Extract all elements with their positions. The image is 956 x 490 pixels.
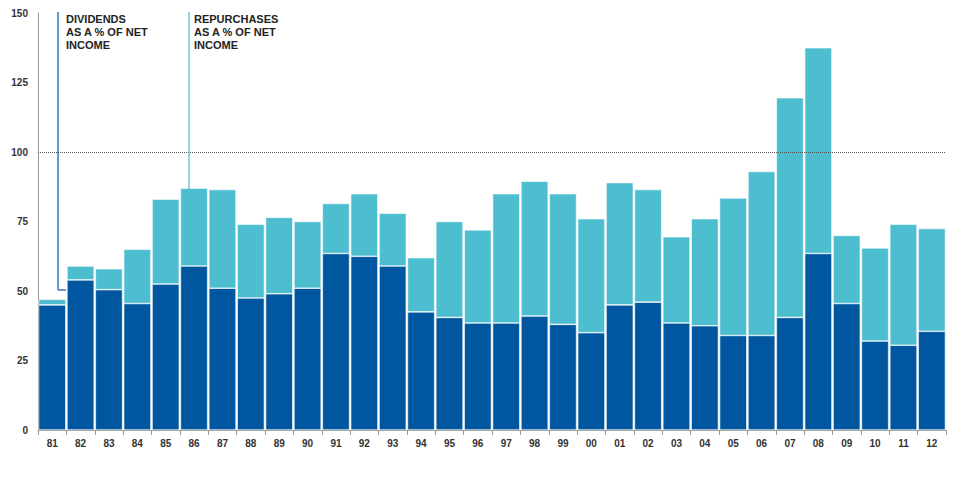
svg-text:98: 98 (529, 438, 541, 449)
svg-text:82: 82 (75, 438, 87, 449)
svg-text:12: 12 (926, 438, 938, 449)
svg-text:150: 150 (11, 8, 28, 19)
svg-text:DIVIDENDS: DIVIDENDS (66, 13, 126, 25)
svg-text:11: 11 (898, 438, 909, 449)
svg-text:01: 01 (614, 438, 626, 449)
svg-text:99: 99 (557, 438, 569, 449)
svg-text:81: 81 (47, 438, 59, 449)
svg-text:0: 0 (22, 425, 28, 436)
svg-text:90: 90 (302, 438, 314, 449)
svg-text:92: 92 (359, 438, 371, 449)
svg-text:AS A % OF NET: AS A % OF NET (66, 26, 148, 38)
svg-text:50: 50 (17, 286, 29, 297)
svg-text:INCOME: INCOME (66, 39, 110, 51)
svg-text:125: 125 (11, 77, 28, 88)
svg-text:06: 06 (756, 438, 768, 449)
svg-text:97: 97 (501, 438, 513, 449)
svg-text:95: 95 (444, 438, 456, 449)
svg-text:INCOME: INCOME (194, 39, 238, 51)
svg-text:88: 88 (245, 438, 257, 449)
svg-text:REPURCHASES: REPURCHASES (194, 13, 278, 25)
svg-text:05: 05 (728, 438, 740, 449)
svg-text:09: 09 (841, 438, 853, 449)
svg-text:08: 08 (813, 438, 825, 449)
svg-text:25: 25 (17, 355, 29, 366)
svg-text:87: 87 (217, 438, 229, 449)
svg-text:86: 86 (189, 438, 201, 449)
svg-text:91: 91 (330, 438, 342, 449)
svg-text:83: 83 (103, 438, 115, 449)
svg-text:75: 75 (17, 216, 29, 227)
svg-text:100: 100 (11, 147, 28, 158)
svg-text:00: 00 (586, 438, 598, 449)
svg-text:07: 07 (784, 438, 796, 449)
svg-text:04: 04 (699, 438, 711, 449)
svg-text:93: 93 (387, 438, 399, 449)
svg-text:85: 85 (160, 438, 172, 449)
svg-text:03: 03 (671, 438, 683, 449)
svg-text:96: 96 (472, 438, 484, 449)
svg-text:89: 89 (274, 438, 286, 449)
svg-text:10: 10 (870, 438, 882, 449)
svg-text:AS A % OF NET: AS A % OF NET (194, 26, 276, 38)
svg-text:02: 02 (643, 438, 655, 449)
svg-text:94: 94 (416, 438, 428, 449)
svg-text:84: 84 (132, 438, 144, 449)
